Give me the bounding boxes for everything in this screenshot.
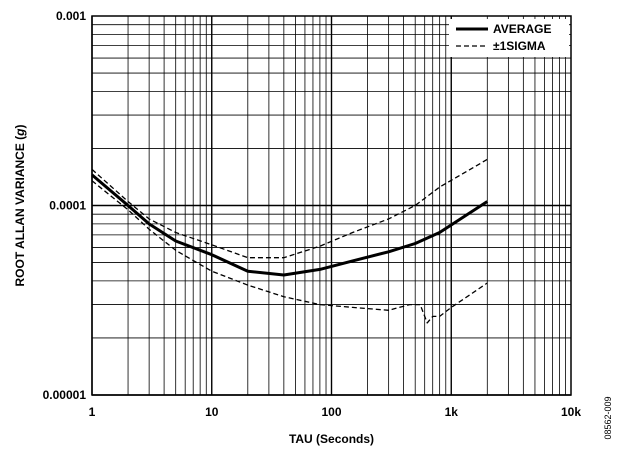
x-axis-title: TAU (Seconds): [289, 432, 374, 446]
y-tick-label: 0.00001: [43, 388, 87, 402]
x-tick-label: 1k: [445, 405, 459, 419]
y-axis-title: ROOT ALLAN VARIANCE (g): [13, 125, 27, 287]
legend-background: [449, 19, 569, 57]
plot-frame: [91, 15, 572, 396]
series-sigma-upper-line: [91, 158, 488, 259]
legend-label-average: AVERAGE: [493, 22, 551, 36]
series-average-line: [91, 173, 489, 277]
x-tick-label: 100: [321, 405, 341, 419]
figure-id: 08562-009: [603, 396, 613, 439]
series-layer: [91, 158, 489, 324]
y-axis-title-unit: g: [13, 128, 27, 137]
x-tick-labels: 1 10 100 1k 10k: [89, 405, 582, 419]
x-tick-label: 1: [89, 405, 96, 419]
y-tick-labels: 0.00001 0.0001 0.001: [43, 9, 87, 402]
series-sigma-lower-line: [91, 180, 488, 324]
legend-label-sigma: ±1SIGMA: [493, 39, 546, 53]
x-tick-label: 10k: [561, 405, 581, 419]
x-tick-label: 10: [205, 405, 219, 419]
y-tick-label: 0.0001: [49, 199, 86, 213]
y-axis-title-close: ): [13, 125, 27, 129]
legend: AVERAGE ±1SIGMA: [449, 19, 569, 57]
y-tick-label: 0.001: [56, 9, 86, 23]
y-axis-title-text: ROOT ALLAN VARIANCE (: [13, 136, 27, 287]
